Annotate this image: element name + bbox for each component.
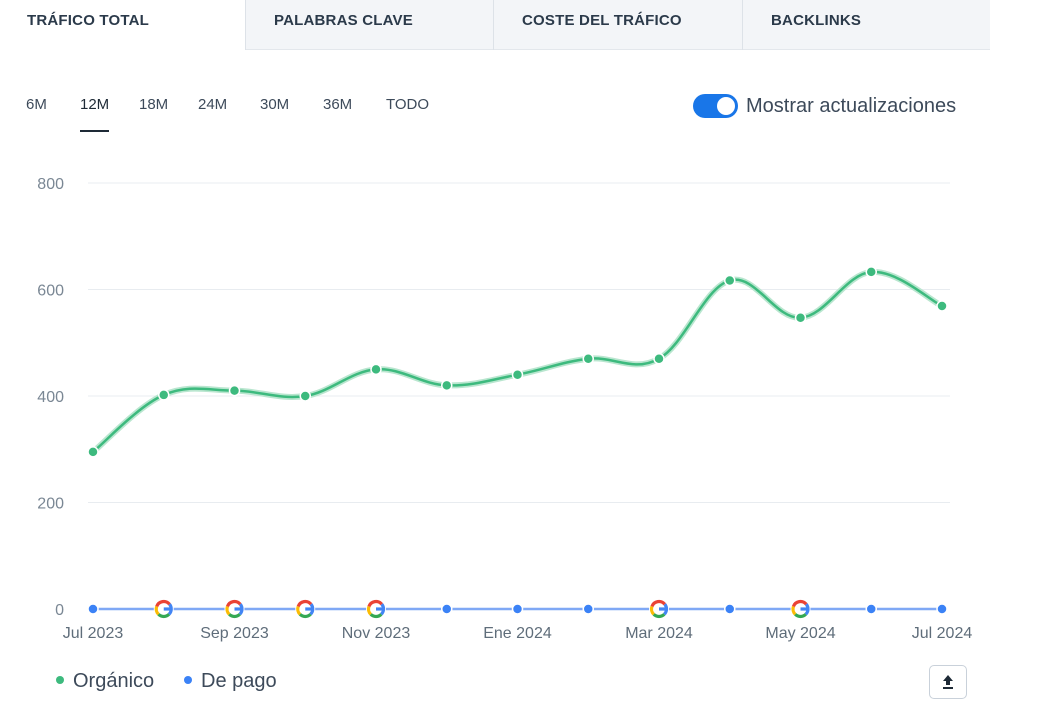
google-update-icon[interactable] (153, 599, 174, 619)
x-tick-label: Sep 2023 (200, 625, 269, 642)
tab-palabras-clave[interactable]: PALABRAS CLAVE (246, 0, 493, 50)
x-tick-label: Nov 2023 (342, 625, 411, 642)
upload-icon (943, 675, 953, 689)
y-tick-label: 600 (37, 283, 64, 300)
toggle-switch[interactable] (693, 94, 738, 118)
x-tick-label: May 2024 (765, 625, 835, 642)
tab-trafico-total[interactable]: TRÁFICO TOTAL (0, 0, 245, 50)
data-point-organico (158, 389, 170, 401)
tab-coste-trafico[interactable]: COSTE DEL TRÁFICO (494, 0, 742, 50)
legend-dot-de-pago (184, 675, 192, 684)
tab-divider (493, 0, 494, 50)
tab-divider (742, 0, 743, 50)
legend-item-de-pago[interactable]: De pago (184, 668, 277, 694)
data-point-organico (87, 446, 99, 458)
x-tick-label: Mar 2024 (625, 625, 693, 642)
period-18m[interactable]: 18M (139, 96, 169, 113)
period-todo[interactable]: TODO (386, 96, 430, 113)
tab-backlinks[interactable]: BACKLINKS (743, 0, 990, 50)
data-point-de-pago (582, 603, 594, 615)
tab-divider (245, 0, 246, 50)
tab-bar: TRÁFICO TOTAL PALABRAS CLAVE COSTE DEL T… (0, 0, 990, 50)
series-line-organico-halo (90, 268, 945, 455)
period-24m[interactable]: 24M (198, 96, 228, 113)
data-point-organico (299, 390, 311, 402)
data-point-organico (653, 352, 665, 365)
google-update-icon[interactable] (649, 599, 669, 619)
series-line-organico (92, 270, 943, 453)
y-tick-label: 0 (55, 602, 64, 619)
y-tick-label: 800 (37, 176, 64, 193)
data-point-de-pago (511, 603, 524, 615)
toggle-knob (717, 97, 735, 115)
data-point-organico (794, 311, 807, 324)
x-tick-label: Jul 2024 (912, 625, 973, 642)
google-update-icon[interactable] (790, 599, 811, 619)
data-point-organico (511, 368, 524, 381)
data-point-de-pago (87, 603, 99, 615)
data-point-de-pago (441, 603, 453, 615)
x-tick-label: Ene 2024 (483, 625, 552, 642)
legend-label-organico: Orgánico (73, 670, 155, 692)
data-point-de-pago (865, 603, 877, 615)
legend-label-de-pago: De pago (201, 670, 277, 692)
data-point-organico (441, 379, 453, 392)
period-6m[interactable]: 6M (26, 96, 47, 113)
y-tick-label: 200 (37, 496, 64, 513)
data-point-organico (724, 274, 736, 287)
period-30m[interactable]: 30M (260, 96, 290, 113)
active-period-underline (80, 130, 110, 132)
google-update-icon[interactable] (366, 599, 386, 619)
google-update-icon[interactable] (295, 599, 316, 619)
google-update-icon[interactable] (224, 599, 245, 619)
legend-item-organico[interactable]: Orgánico (56, 668, 154, 694)
data-point-organico (370, 363, 382, 376)
toggle-label: Mostrar actualizaciones (746, 95, 957, 117)
y-tick-label: 400 (37, 389, 64, 406)
x-tick-label: Jul 2023 (63, 625, 124, 642)
data-point-organico (865, 266, 877, 278)
data-point-organico (936, 300, 948, 312)
data-point-de-pago (936, 603, 948, 615)
data-point-de-pago (724, 603, 736, 615)
export-button[interactable] (929, 665, 967, 699)
data-point-organico (228, 384, 241, 397)
legend-dot-organico (56, 675, 64, 684)
traffic-chart: 0 200 400 600 800 Jul 2023 Sep 2023 Nov 2023 Ene… (37, 176, 973, 642)
data-point-organico (582, 352, 594, 365)
period-12m[interactable]: 12M (80, 92, 110, 132)
period-36m[interactable]: 36M (323, 96, 353, 113)
